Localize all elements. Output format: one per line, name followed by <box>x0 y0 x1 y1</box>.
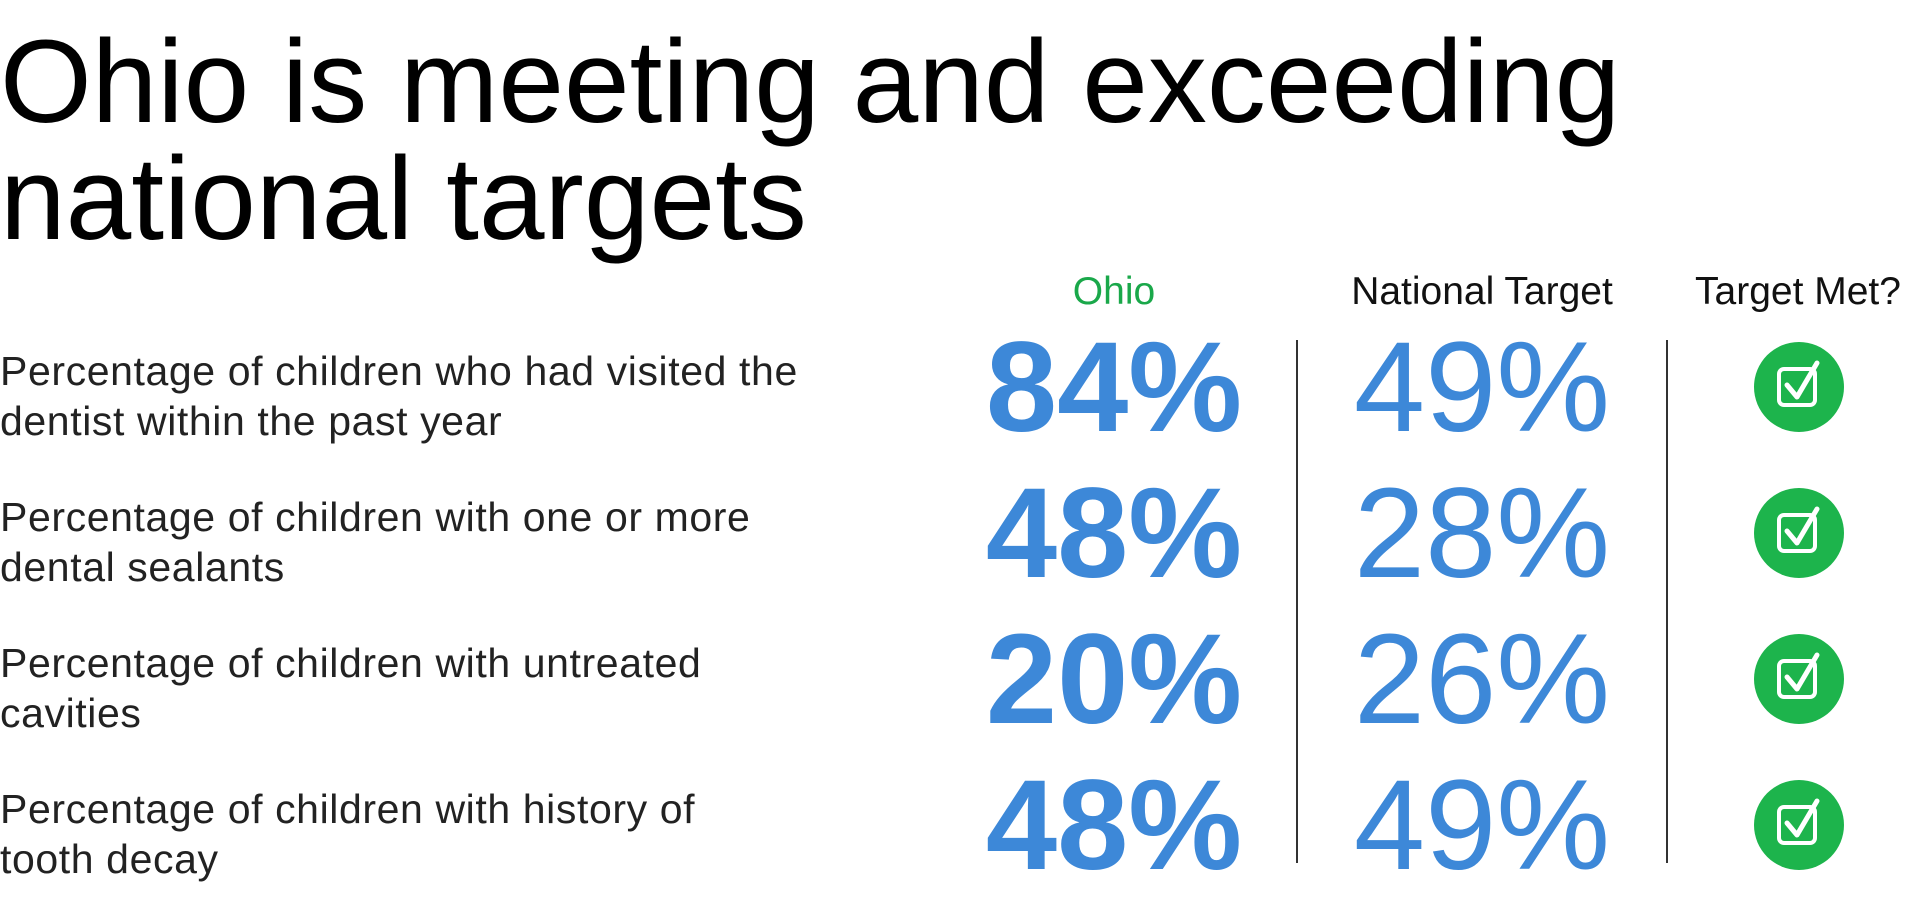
ohio-value: 48% <box>986 462 1242 605</box>
row-label: dentist within the past year <box>0 398 502 444</box>
national-value: 49% <box>1354 754 1610 897</box>
check-mark <box>1784 652 1820 692</box>
national-value: 49% <box>1354 316 1610 459</box>
row-label: dental sealants <box>0 544 285 590</box>
check-box <box>1777 659 1817 699</box>
row-label: tooth decay <box>0 836 219 882</box>
check-mark <box>1784 798 1820 838</box>
check-circle <box>1754 634 1844 724</box>
target-met-icon <box>1754 342 1844 432</box>
check-mark <box>1784 360 1820 400</box>
column-header: National Target <box>1351 270 1613 313</box>
ohio-value: 20% <box>986 608 1242 751</box>
check-box <box>1777 513 1817 553</box>
check-mark <box>1784 506 1820 546</box>
column-header: Target Met? <box>1695 270 1901 313</box>
target-met-icon <box>1754 634 1844 724</box>
check-circle <box>1754 488 1844 578</box>
row-label: Percentage of children who had visited t… <box>0 348 798 394</box>
target-met-icon <box>1754 780 1844 870</box>
national-value: 26% <box>1354 608 1610 751</box>
row-label: Percentage of children with untreated <box>0 640 701 686</box>
row-label: cavities <box>0 690 142 736</box>
row-label: Percentage of children with one or more <box>0 494 750 540</box>
check-circle <box>1754 780 1844 870</box>
column-header: Ohio <box>1073 270 1155 313</box>
check-box <box>1777 367 1817 407</box>
title-line: Ohio is meeting and exceeding <box>0 16 1620 148</box>
row-label: Percentage of children with history of <box>0 786 695 832</box>
check-circle <box>1754 342 1844 432</box>
title-line: national targets <box>0 133 807 265</box>
check-box <box>1777 805 1817 845</box>
target-met-icon <box>1754 488 1844 578</box>
ohio-value: 48% <box>986 754 1242 897</box>
national-value: 28% <box>1354 462 1610 605</box>
ohio-value: 84% <box>986 316 1242 459</box>
